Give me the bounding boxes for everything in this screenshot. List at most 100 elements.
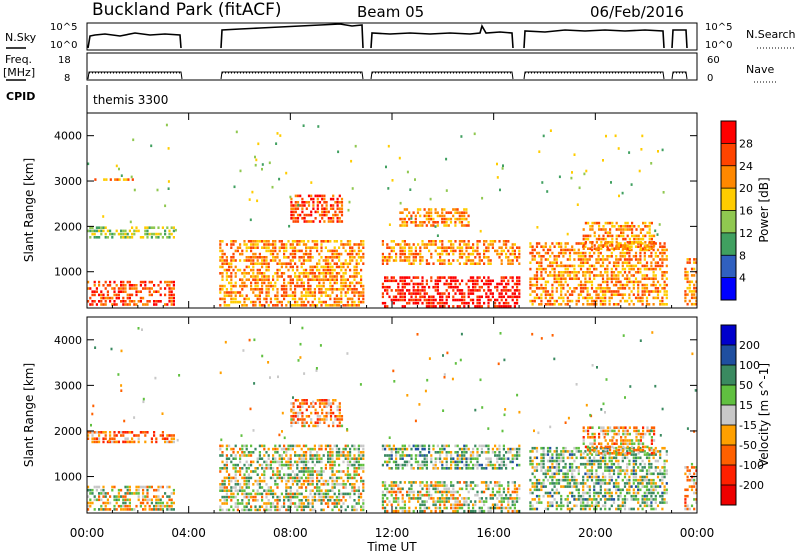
power-echo-cell [421, 295, 424, 299]
power-echo-cell [436, 221, 439, 224]
velocity-echo-cell [360, 479, 363, 483]
power-echo-cell [412, 221, 415, 224]
power-echo-cell [120, 287, 123, 290]
power-echo-cell [322, 272, 325, 275]
power-echo-cell [425, 246, 428, 249]
power-echo-cell [416, 211, 420, 214]
power-echo-cell [414, 301, 417, 305]
power-echo-cell [397, 243, 400, 246]
power-echo-cell [340, 204, 344, 207]
power-echo-cell [557, 277, 561, 280]
power-echo-cell [219, 249, 222, 253]
velocity-echo-cell [137, 495, 140, 498]
velocity-echo-cell [485, 463, 488, 467]
velocity-echo-cell [122, 508, 125, 511]
power-echo-cell [349, 288, 352, 291]
power-echo-cell [324, 278, 327, 281]
velocity-echo-cell [338, 411, 341, 415]
power-echo-cell [487, 305, 490, 308]
power-echo-cell [408, 298, 411, 302]
velocity-echo-cell [472, 481, 475, 484]
power-echo-cell [172, 296, 175, 300]
velocity-echo-cell [95, 431, 98, 434]
power-echo-cell [606, 245, 609, 248]
freq-strip: Freq. [MHz] 18 8 60 0 Nave [3, 52, 776, 84]
velocity-echo-cell [243, 508, 246, 512]
power-echo-cell [316, 275, 319, 278]
power-echo-cell [303, 217, 306, 220]
power-echo-cell [637, 287, 640, 290]
power-echo-cell [324, 246, 327, 249]
power-echo-cell [232, 256, 235, 259]
power-echo-cell [650, 234, 653, 238]
velocity-echo-cell [472, 509, 475, 513]
velocity-echo-cell [104, 501, 107, 505]
velocity-echo-cell [307, 502, 310, 505]
power-echo-cell [124, 287, 127, 290]
power-echo-cell [130, 175, 133, 179]
power-echo-cell [609, 234, 612, 238]
power-echo-cell [447, 246, 450, 249]
power-echo-cell [631, 221, 634, 225]
velocity-echo-cell [318, 447, 321, 451]
velocity-echo-cell [335, 447, 338, 451]
power-echo-cell [298, 240, 301, 243]
power-echo-cell [146, 300, 149, 303]
power-echo-cell [615, 228, 618, 231]
power-echo-cell [336, 204, 339, 207]
velocity-echo-cell [318, 454, 321, 457]
power-echo-cell [502, 285, 505, 289]
velocity-echo-cell [230, 486, 233, 489]
power-echo-cell [648, 267, 651, 271]
power-echo-cell [311, 246, 314, 249]
velocity-echo-cell [285, 451, 288, 454]
power-echo-cell [261, 272, 264, 275]
power-echo-cell [261, 291, 264, 294]
power-echo-cell [582, 234, 585, 238]
velocity-echo-cell [346, 460, 349, 464]
velocity-echo-cell [467, 457, 470, 460]
power-echo-cell [258, 262, 261, 265]
power-echo-cell [511, 292, 514, 295]
velocity-echo-cell [472, 467, 475, 470]
power-echo-cell [582, 290, 585, 293]
velocity-echo-cell [419, 481, 422, 484]
velocity-echo-cell [472, 447, 475, 451]
velocity-echo-cell [555, 446, 558, 450]
velocity-echo-cell [252, 451, 255, 454]
velocity-echo-cell [256, 489, 259, 492]
power-echo-cell [122, 280, 125, 284]
power-echo-cell [483, 301, 486, 305]
power-echo-cell [329, 249, 332, 253]
power-echo-cell [349, 297, 352, 301]
power-echo-cell [298, 275, 301, 278]
power-echo-cell [280, 294, 283, 297]
power-echo-cell [688, 258, 691, 261]
power-echo-cell [232, 259, 235, 262]
power-echo-cell [637, 237, 640, 241]
power-echo-cell [128, 236, 131, 239]
power-echo-cell [423, 243, 426, 246]
power-echo-cell [439, 292, 442, 295]
power-echo-cell [351, 291, 354, 294]
power-echo-cell [243, 275, 246, 278]
velocity-echo-cell [223, 476, 226, 480]
velocity-echo-cell [344, 473, 347, 476]
velocity-echo-cell [316, 479, 319, 483]
velocity-echo-cell [307, 424, 311, 428]
velocity-echo-cell [430, 484, 433, 487]
power-echo-cell [276, 297, 279, 301]
power-echo-cell [230, 294, 233, 297]
velocity-echo-cell [305, 402, 308, 405]
power-echo-cell [595, 293, 598, 296]
power-echo-cell [296, 201, 300, 204]
power-echo-cell [414, 221, 417, 224]
power-echo-cell [654, 242, 657, 245]
velocity-echo-cell [230, 505, 233, 508]
velocity-echo-cell [353, 505, 356, 508]
velocity-echo-cell [408, 509, 411, 513]
power-echo-cell [623, 277, 627, 280]
velocity-echo-cell [412, 509, 415, 513]
power-echo-cell [458, 217, 461, 221]
velocity-echo-cell [236, 499, 239, 502]
